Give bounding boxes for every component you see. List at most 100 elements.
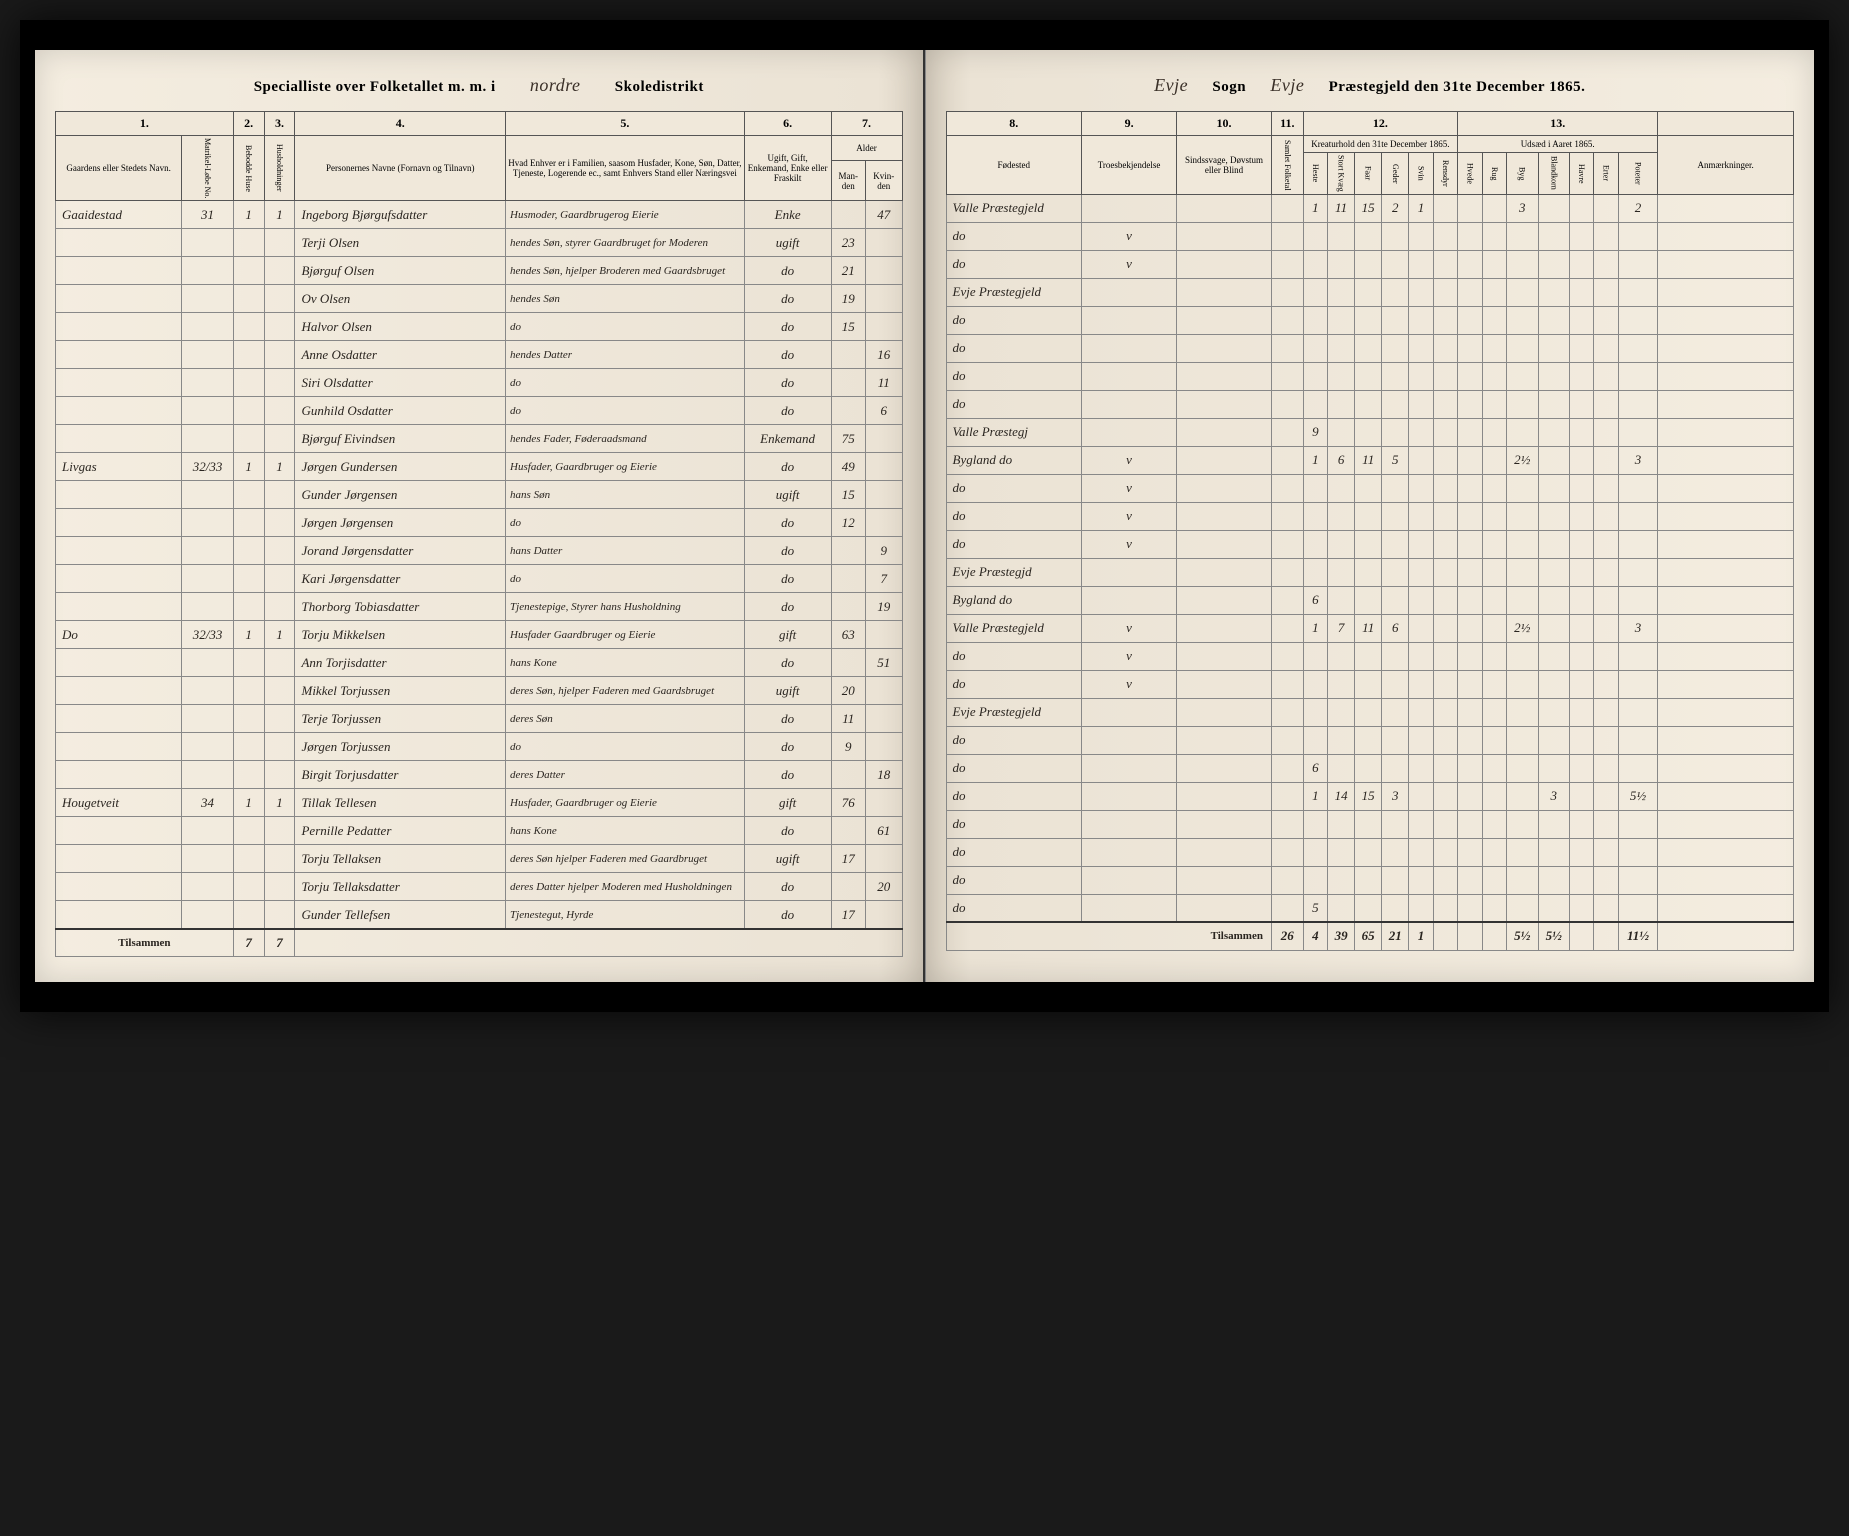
table-row: Bygland do 6 (946, 586, 1794, 614)
table-row: do v (946, 474, 1794, 502)
pop-cell (1271, 866, 1303, 894)
status-cell: do (744, 593, 831, 621)
crop-sub-1: Rug (1482, 153, 1506, 195)
livestock-cell: 6 (1382, 614, 1409, 642)
crop-cell (1538, 754, 1570, 782)
role-cell: Husfader, Gaardbruger og Eierie (506, 453, 745, 481)
place-cell (56, 565, 182, 593)
house-cell (233, 761, 264, 789)
age-f-cell: 16 (865, 341, 902, 369)
crop-cell (1570, 390, 1594, 418)
livestock-cell (1328, 726, 1355, 754)
pop-cell (1271, 390, 1303, 418)
livestock-cell (1409, 502, 1433, 530)
pop-cell (1271, 362, 1303, 390)
table-row: Jorand Jørgensdatter hans Datter do 9 (56, 537, 903, 565)
crop-cell (1594, 446, 1618, 474)
total-households: 7 (264, 929, 295, 957)
table-row: Anne Osdatter hendes Datter do 16 (56, 341, 903, 369)
livestock-cell (1382, 642, 1409, 670)
religion-cell: v (1082, 642, 1177, 670)
age-m-cell (831, 369, 865, 397)
col-crops-header: Udsæd i Aaret 1865. (1458, 136, 1658, 153)
matr-cell (182, 313, 233, 341)
livestock-cell (1355, 278, 1382, 306)
table-row: Torju Tellaksen deres Søn hjelper Fadere… (56, 845, 903, 873)
religion-cell (1082, 810, 1177, 838)
table-row: do (946, 866, 1794, 894)
table-row: do v (946, 250, 1794, 278)
col-matr-header: Matrikel-Løbe No. (182, 136, 233, 201)
age-m-cell: 19 (831, 285, 865, 313)
place-cell (56, 285, 182, 313)
livestock-cell (1303, 334, 1327, 362)
status-cell: do (744, 817, 831, 845)
livestock-cell (1382, 390, 1409, 418)
livestock-cell (1382, 810, 1409, 838)
col-13-num: 13. (1458, 112, 1658, 136)
disability-cell (1177, 446, 1272, 474)
remarks-cell (1658, 698, 1794, 726)
crop-cell (1618, 726, 1657, 754)
total-pop: 26 (1271, 922, 1303, 950)
hh-cell (264, 229, 295, 257)
disability-cell (1177, 586, 1272, 614)
role-cell: do (506, 369, 745, 397)
crop-cell (1458, 838, 1482, 866)
birthplace-cell: Bygland do (946, 446, 1082, 474)
livestock-cell (1355, 726, 1382, 754)
livestock-cell (1409, 474, 1433, 502)
crop-cell (1594, 810, 1618, 838)
crop-cell: 3 (1618, 614, 1657, 642)
place-cell (56, 649, 182, 677)
crop-cell (1570, 894, 1594, 922)
livestock-cell (1303, 810, 1327, 838)
livestock-cell (1409, 726, 1433, 754)
crop-cell (1570, 726, 1594, 754)
birthplace-cell: do (946, 474, 1082, 502)
age-f-cell: 7 (865, 565, 902, 593)
disability-cell (1177, 306, 1272, 334)
crop-cell (1594, 838, 1618, 866)
person-name-cell: Ingeborg Bjørgufsdatter (295, 201, 506, 229)
right-total-label: Tilsammen (946, 922, 1271, 950)
table-row: Jørgen Jørgensen do do 12 (56, 509, 903, 537)
status-cell: do (744, 285, 831, 313)
crop-cell (1570, 558, 1594, 586)
person-name-cell: Ov Olsen (295, 285, 506, 313)
matr-cell (182, 285, 233, 313)
col-6-num: 6. (744, 112, 831, 136)
crop-cell (1618, 894, 1657, 922)
crop-cell (1482, 530, 1506, 558)
matr-cell: 32/33 (182, 453, 233, 481)
house-cell (233, 901, 264, 929)
role-cell: hans Kone (506, 649, 745, 677)
crop-cell (1506, 334, 1538, 362)
table-row: Valle Præstegjeld v 171162½3 (946, 614, 1794, 642)
pop-cell (1271, 446, 1303, 474)
livestock-cell (1328, 530, 1355, 558)
livestock-cell (1355, 586, 1382, 614)
age-f-cell (865, 425, 902, 453)
crop-cell (1618, 222, 1657, 250)
remarks-cell (1658, 586, 1794, 614)
place-cell (56, 733, 182, 761)
table-row: do (946, 810, 1794, 838)
age-f-cell (865, 229, 902, 257)
livestock-cell: 1 (1303, 446, 1327, 474)
place-cell (56, 705, 182, 733)
role-cell: deres Søn (506, 705, 745, 733)
livestock-cell (1355, 474, 1382, 502)
col-name-header: Personernes Navne (Fornavn og Tilnavn) (295, 136, 506, 201)
crop-cell (1594, 782, 1618, 810)
livestock-cell (1355, 306, 1382, 334)
crop-cell (1594, 390, 1618, 418)
crop-cell (1538, 362, 1570, 390)
livestock-cell (1409, 334, 1433, 362)
disability-cell (1177, 194, 1272, 222)
status-cell: Enke (744, 201, 831, 229)
crop-cell (1594, 614, 1618, 642)
table-row: do v (946, 222, 1794, 250)
role-cell: hans Søn (506, 481, 745, 509)
disability-cell (1177, 278, 1272, 306)
